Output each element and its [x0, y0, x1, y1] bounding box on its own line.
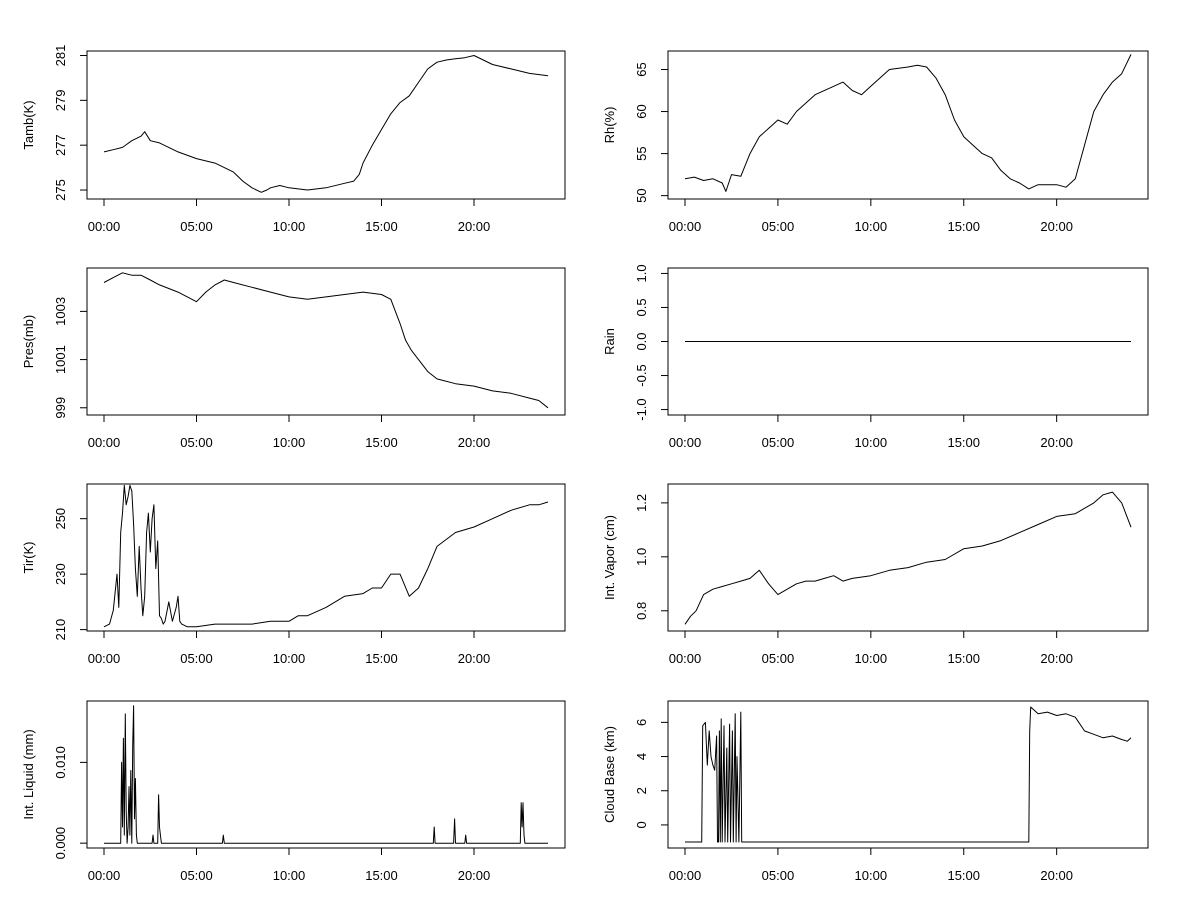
y-axis-label-cloud-base: Cloud Base (km) [602, 726, 617, 823]
y-tick-label-pres: 1001 [53, 345, 68, 374]
y-axis-label-rh: Rh(%) [602, 107, 617, 144]
x-tick-label-tamb: 05:00 [180, 219, 213, 234]
x-tick-label-tir: 20:00 [458, 651, 491, 666]
x-tick-label-rain: 15:00 [947, 435, 980, 450]
y-tick-label-cloud-base: 0 [634, 821, 649, 828]
series-line-int-liquid [104, 705, 548, 844]
series-line-tir [103, 484, 549, 628]
x-tick-label-rh: 10:00 [855, 219, 888, 234]
y-tick-label-tamb: 275 [53, 179, 68, 201]
plot-frame-pres [86, 267, 566, 416]
x-tick-label-int-vapor: 20:00 [1040, 651, 1073, 666]
x-tick-label-rh: 05:00 [762, 219, 795, 234]
x-tick-label-int-vapor: 15:00 [947, 651, 980, 666]
y-tick-label-rh: 60 [634, 104, 649, 118]
x-tick-label-tamb: 15:00 [365, 219, 398, 234]
x-tick-label-tir: 15:00 [365, 651, 398, 666]
x-tick-label-cloud-base: 20:00 [1040, 868, 1073, 883]
y-tick-label-int-liquid: 0.010 [53, 746, 68, 779]
y-tick-label-pres: 999 [53, 397, 68, 419]
y-tick-label-int-vapor: 1.0 [634, 548, 649, 566]
series-line-pres [103, 272, 549, 409]
x-tick-label-int-vapor: 05:00 [762, 651, 795, 666]
y-tick-label-tamb: 279 [53, 89, 68, 111]
y-tick-label-int-vapor: 1.2 [634, 494, 649, 512]
panel-rh: 00:00 05:00 10:00 15:00 20:00 50 55 60 65 Rh(%) [602, 50, 1149, 234]
x-tick-label-pres: 15:00 [365, 435, 398, 450]
panel-cloud-base: 00:00 05:00 10:00 15:00 20:00 0 2 4 6 Cloud Base … [602, 700, 1149, 883]
plot-frame-rh [667, 50, 1149, 200]
x-tick-label-int-liquid: 15:00 [365, 868, 398, 883]
y-axis-label-tamb: Tamb(K) [21, 100, 36, 149]
x-tick-label-tamb: 10:00 [273, 219, 306, 234]
series-line-tamb [103, 55, 549, 193]
y-tick-label-rh: 65 [634, 62, 649, 76]
x-tick-label-int-liquid: 10:00 [273, 868, 306, 883]
x-tick-label-pres: 05:00 [180, 435, 213, 450]
y-tick-label-rh: 55 [634, 146, 649, 160]
x-tick-label-rain: 05:00 [762, 435, 795, 450]
y-tick-label-rain: -0.5 [634, 364, 649, 386]
y-axis-label-tir: Tir(K) [21, 541, 36, 573]
x-tick-label-int-vapor: 00:00 [669, 651, 702, 666]
x-tick-label-cloud-base: 00:00 [669, 868, 702, 883]
y-tick-label-tamb: 277 [53, 134, 68, 156]
x-tick-label-tamb: 20:00 [458, 219, 491, 234]
panel-int-liquid: 00:00 05:00 10:00 15:00 20:00 0.000 0.010 Int. … [21, 700, 566, 883]
panel-tamb: 00:00 05:00 10:00 15:00 20:00 275 277 279 281 Tam… [21, 45, 566, 234]
x-tick-label-rh: 00:00 [669, 219, 702, 234]
y-tick-label-int-vapor: 0.8 [634, 602, 649, 620]
y-tick-label-rain: 0.0 [634, 332, 649, 350]
y-tick-label-tir: 250 [53, 508, 68, 530]
y-tick-label-tir: 230 [53, 563, 68, 585]
panel-int-vapor: 00:00 05:00 10:00 15:00 20:00 0.8 1.0 1.2 Int. V… [602, 483, 1149, 666]
y-tick-label-cloud-base: 4 [634, 753, 649, 760]
x-tick-label-tir: 05:00 [180, 651, 213, 666]
x-tick-label-int-liquid: 00:00 [88, 868, 121, 883]
y-tick-label-tamb: 281 [53, 45, 68, 67]
x-tick-label-tir: 00:00 [88, 651, 121, 666]
x-tick-label-tamb: 00:00 [88, 219, 121, 234]
x-tick-label-int-liquid: 20:00 [458, 868, 491, 883]
y-tick-label-tir: 210 [53, 619, 68, 641]
panel-pres: 00:00 05:00 10:00 15:00 20:00 999 1001 1003 Pres… [21, 267, 566, 450]
y-tick-label-rh: 50 [634, 188, 649, 202]
y-axis-label-int-liquid: Int. Liquid (mm) [21, 729, 36, 819]
y-axis-label-rain: Rain [602, 328, 617, 355]
y-tick-label-rain: 1.0 [634, 264, 649, 282]
series-line-cloud-base [685, 706, 1132, 843]
plot-frame-tamb [86, 50, 566, 200]
x-tick-label-cloud-base: 10:00 [855, 868, 888, 883]
y-axis-label-int-vapor: Int. Vapor (cm) [602, 515, 617, 600]
plot-frame-int-vapor [667, 483, 1149, 632]
x-tick-label-pres: 00:00 [88, 435, 121, 450]
x-tick-label-cloud-base: 15:00 [947, 868, 980, 883]
plot-frame-int-liquid [86, 700, 566, 849]
x-tick-label-rain: 10:00 [855, 435, 888, 450]
plot-frame-cloud-base [667, 700, 1149, 849]
series-line-rh [684, 54, 1132, 192]
y-tick-label-pres: 1003 [53, 297, 68, 326]
x-tick-label-int-liquid: 05:00 [180, 868, 213, 883]
panel-tir: 00:00 05:00 10:00 15:00 20:00 210 230 250 Tir(K) [21, 483, 566, 666]
y-tick-label-rain: -1.0 [634, 398, 649, 420]
x-tick-label-rh: 20:00 [1040, 219, 1073, 234]
y-axis-label-pres: Pres(mb) [21, 315, 36, 368]
x-tick-label-pres: 20:00 [458, 435, 491, 450]
y-tick-label-cloud-base: 2 [634, 787, 649, 794]
x-tick-label-rain: 00:00 [669, 435, 702, 450]
x-tick-label-pres: 10:00 [273, 435, 306, 450]
x-tick-label-int-vapor: 10:00 [855, 651, 888, 666]
y-tick-label-cloud-base: 6 [634, 719, 649, 726]
panel-rain: 00:00 05:00 10:00 15:00 20:00 -1.0 -0.5 0.0 0.5 1… [602, 264, 1149, 450]
x-tick-label-tir: 10:00 [273, 651, 306, 666]
x-tick-label-cloud-base: 05:00 [762, 868, 795, 883]
x-tick-label-rh: 15:00 [947, 219, 980, 234]
y-tick-label-int-liquid: 0.000 [53, 827, 68, 860]
x-tick-label-rain: 20:00 [1040, 435, 1073, 450]
y-tick-label-rain: 0.5 [634, 298, 649, 316]
series-line-int-vapor [684, 491, 1132, 625]
plot-frame-tir [86, 483, 566, 632]
